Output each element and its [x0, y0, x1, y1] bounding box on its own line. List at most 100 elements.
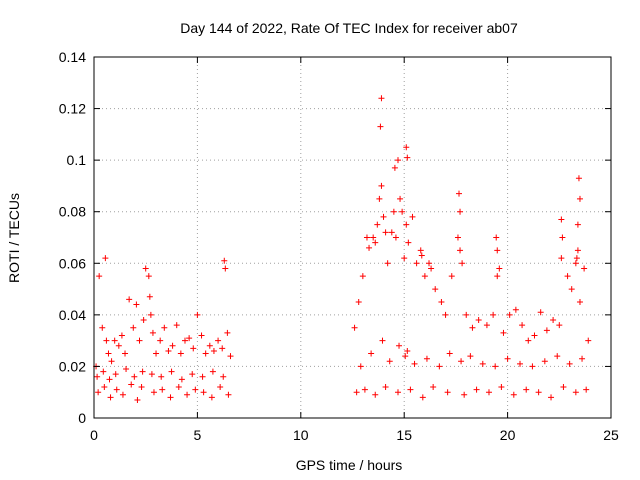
data-point: [194, 311, 201, 318]
data-point: [113, 386, 120, 393]
x-axis-label: GPS time / hours: [296, 457, 403, 473]
data-point: [222, 265, 229, 272]
data-point: [215, 337, 222, 344]
data-point: [573, 255, 580, 262]
data-point: [566, 360, 573, 367]
data-point: [512, 306, 519, 313]
data-point: [96, 273, 103, 280]
data-point: [140, 317, 147, 324]
data-point: [366, 244, 373, 251]
data-point: [430, 384, 437, 391]
data-point: [100, 368, 107, 375]
data-point: [428, 265, 435, 272]
data-point: [122, 350, 129, 357]
data-point: [376, 195, 383, 202]
data-point: [438, 298, 445, 305]
plot-frame: [93, 56, 612, 419]
data-point: [556, 322, 563, 329]
data-point: [168, 368, 175, 375]
data-point: [418, 252, 425, 259]
data-point: [359, 273, 366, 280]
data-point: [368, 350, 375, 357]
data-point: [391, 164, 398, 171]
data-point: [379, 337, 386, 344]
x-tick-label: 25: [603, 427, 619, 443]
data-point: [382, 384, 389, 391]
data-point: [157, 337, 164, 344]
data-point: [384, 260, 391, 267]
data-point: [417, 247, 424, 254]
data-point: [467, 353, 474, 360]
data-point: [574, 221, 581, 228]
data-point: [583, 386, 590, 393]
data-point: [388, 229, 395, 236]
data-point: [568, 286, 575, 293]
data-point: [581, 265, 588, 272]
data-point: [559, 234, 566, 241]
data-point: [446, 350, 453, 357]
data-point: [159, 386, 166, 393]
data-point: [363, 234, 370, 241]
data-point: [496, 265, 503, 272]
y-tick-label: 0.08: [59, 204, 86, 220]
data-point: [510, 391, 517, 398]
data-point: [374, 221, 381, 228]
data-point: [494, 247, 501, 254]
data-point: [118, 332, 125, 339]
y-tick-label: 0.02: [59, 358, 86, 374]
data-point: [531, 332, 538, 339]
data-point: [386, 358, 393, 365]
data-point: [409, 213, 416, 220]
data-point: [103, 337, 110, 344]
data-point: [355, 298, 362, 305]
data-point: [102, 255, 109, 262]
data-point: [200, 389, 207, 396]
data-point: [372, 239, 379, 246]
data-point: [392, 234, 399, 241]
data-point: [148, 371, 155, 378]
x-tick-label: 20: [500, 427, 516, 443]
data-point: [550, 317, 557, 324]
data-point: [585, 337, 592, 344]
data-point: [554, 353, 561, 360]
data-point: [458, 358, 465, 365]
data-point: [459, 260, 466, 267]
data-point: [177, 350, 184, 357]
data-point: [548, 394, 555, 401]
data-point: [357, 363, 364, 370]
data-point: [523, 386, 530, 393]
data-point: [351, 324, 358, 331]
data-point: [134, 396, 141, 403]
data-point: [145, 273, 152, 280]
data-point: [423, 355, 430, 362]
data-point: [106, 376, 113, 383]
data-point: [413, 260, 420, 267]
data-point: [492, 363, 499, 370]
data-point: [407, 386, 414, 393]
data-point: [401, 255, 408, 262]
data-point: [479, 360, 486, 367]
data-point: [454, 234, 461, 241]
data-point: [175, 384, 182, 391]
data-point: [372, 391, 379, 398]
data-point: [411, 360, 418, 367]
data-point: [112, 371, 119, 378]
data-point: [432, 286, 439, 293]
data-point: [403, 144, 410, 151]
y-axis-label: ROTI / TECUs: [6, 193, 22, 283]
data-point: [99, 324, 106, 331]
data-point: [353, 389, 360, 396]
x-tick-label: 0: [90, 427, 98, 443]
data-point: [361, 386, 368, 393]
data-point: [456, 190, 463, 197]
data-point: [178, 376, 185, 383]
data-point: [221, 257, 228, 264]
data-point: [493, 234, 500, 241]
data-point: [147, 311, 154, 318]
data-point: [94, 373, 101, 380]
data-point: [133, 301, 140, 308]
data-point: [378, 95, 385, 102]
data-point: [227, 353, 234, 360]
data-point: [469, 324, 476, 331]
